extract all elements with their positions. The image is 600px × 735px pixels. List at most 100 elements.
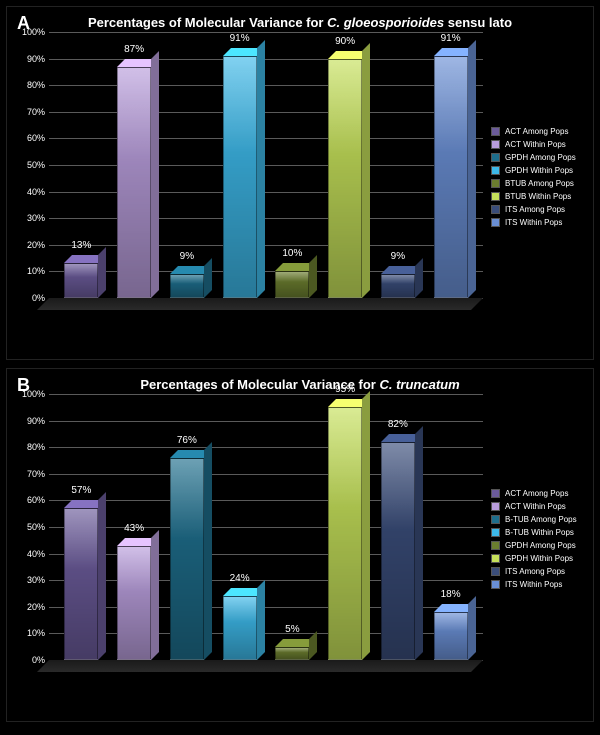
legend-swatch [491, 580, 500, 589]
bar-front [64, 508, 98, 660]
bar-value-label: 43% [124, 523, 144, 534]
bar-side [151, 530, 159, 660]
y-axis-label: 80% [27, 442, 49, 452]
bar-front [223, 56, 257, 298]
legend-label: ITS Among Pops [505, 205, 565, 214]
bar: 82% [381, 442, 415, 660]
legend-item: ITS Within Pops [491, 218, 587, 227]
panel-a-title: Percentages of Molecular Variance for C.… [7, 7, 593, 32]
bar-front [328, 59, 362, 298]
legend-item: ITS Among Pops [491, 567, 587, 576]
legend-swatch [491, 140, 500, 149]
legend-swatch [491, 153, 500, 162]
legend-item: ACT Among Pops [491, 489, 587, 498]
bar-front [64, 263, 98, 298]
bar: 57% [64, 508, 98, 660]
legend-swatch [491, 192, 500, 201]
bar-side [415, 426, 423, 660]
bar: 9% [170, 274, 204, 298]
title-prefix: Percentages of Molecular Variance for [88, 15, 327, 30]
y-axis-label: 100% [22, 27, 49, 37]
bar-group: 95% [319, 394, 372, 660]
bar-side [257, 40, 265, 298]
bar-group: 9% [372, 32, 425, 298]
legend-swatch [491, 515, 500, 524]
bar-group: 18% [424, 394, 477, 660]
bar-side [204, 258, 212, 298]
bar-value-label: 57% [71, 485, 91, 496]
bar-group: 91% [424, 32, 477, 298]
bar-value-label: 91% [441, 33, 461, 44]
bar-value-label: 76% [177, 435, 197, 446]
bars-container: 13%87%9%91%10%90%9%91% [49, 32, 483, 298]
legend-item: GPDH Within Pops [491, 554, 587, 563]
legend-item: B-TUB Among Pops [491, 515, 587, 524]
bar: 5% [275, 647, 309, 660]
legend-label: GPDH Within Pops [505, 554, 573, 563]
legend-label: ITS Within Pops [505, 218, 562, 227]
bar-value-label: 90% [335, 36, 355, 47]
legend-label: BTUB Within Pops [505, 192, 571, 201]
bar-front [381, 442, 415, 660]
panel-a-legend: ACT Among PopsACT Within PopsGPDH Among … [483, 32, 587, 322]
bar-value-label: 13% [71, 240, 91, 251]
y-axis-label: 60% [27, 495, 49, 505]
y-axis-label: 20% [27, 240, 49, 250]
legend-item: GPDH Among Pops [491, 541, 587, 550]
bar: 18% [434, 612, 468, 660]
legend-label: B-TUB Within Pops [505, 528, 574, 537]
panel-b-chart: 0%10%20%30%40%50%60%70%80%90%100%57%43%7… [13, 394, 483, 684]
legend-swatch [491, 554, 500, 563]
bar: 10% [275, 271, 309, 298]
legend-item: BTUB Within Pops [491, 192, 587, 201]
legend-item: GPDH Among Pops [491, 153, 587, 162]
y-axis-label: 70% [27, 469, 49, 479]
bar: 91% [223, 56, 257, 298]
panel-a-floor [37, 298, 483, 310]
bar-value-label: 10% [282, 248, 302, 259]
bar-group: 10% [266, 32, 319, 298]
bar: 24% [223, 596, 257, 660]
bar-side [151, 51, 159, 298]
legend-item: ACT Within Pops [491, 140, 587, 149]
bar-group: 43% [108, 394, 161, 660]
y-axis-label: 50% [27, 160, 49, 170]
bar-value-label: 95% [335, 384, 355, 395]
bar-value-label: 18% [441, 589, 461, 600]
y-axis-label: 30% [27, 213, 49, 223]
y-axis-label: 50% [27, 522, 49, 532]
y-axis-label: 70% [27, 107, 49, 117]
legend-label: ACT Within Pops [505, 140, 566, 149]
bar-front [275, 647, 309, 660]
panel-b-title: Percentages of Molecular Variance for C.… [7, 369, 593, 394]
legend-label: ACT Within Pops [505, 502, 566, 511]
bar-group: 82% [372, 394, 425, 660]
panel-a-plot: 0%10%20%30%40%50%60%70%80%90%100%13%87%9… [49, 32, 483, 298]
y-axis-label: 90% [27, 54, 49, 64]
y-axis-label: 60% [27, 133, 49, 143]
bar: 13% [64, 263, 98, 298]
y-axis-label: 40% [27, 187, 49, 197]
bar-group: 90% [319, 32, 372, 298]
y-axis-label: 90% [27, 416, 49, 426]
title-species: C. gloeosporioides [327, 15, 444, 30]
bar-front [170, 458, 204, 660]
legend-swatch [491, 127, 500, 136]
y-axis-label: 80% [27, 80, 49, 90]
bar-group: 24% [213, 394, 266, 660]
bar-value-label: 5% [285, 624, 299, 635]
y-axis-label: 40% [27, 549, 49, 559]
bar-group: 57% [55, 394, 108, 660]
bar-side [415, 258, 423, 298]
bar-side [204, 442, 212, 660]
panel-b-legend: ACT Among Pops ACT Within Pops B-TUB Among… [483, 394, 587, 684]
legend-item: B-TUB Within Pops [491, 528, 587, 537]
title-species: C. truncatum [379, 377, 459, 392]
bar-group: 13% [55, 32, 108, 298]
bar-side [98, 492, 106, 660]
bar: 76% [170, 458, 204, 660]
bar-group: 5% [266, 394, 319, 660]
panel-b-chart-wrap: 0%10%20%30%40%50%60%70%80%90%100%57%43%7… [7, 394, 593, 684]
bar-front [434, 612, 468, 660]
bars-container: 57% 43% 76% 24% 5% 95% 82% 18% [49, 394, 483, 660]
